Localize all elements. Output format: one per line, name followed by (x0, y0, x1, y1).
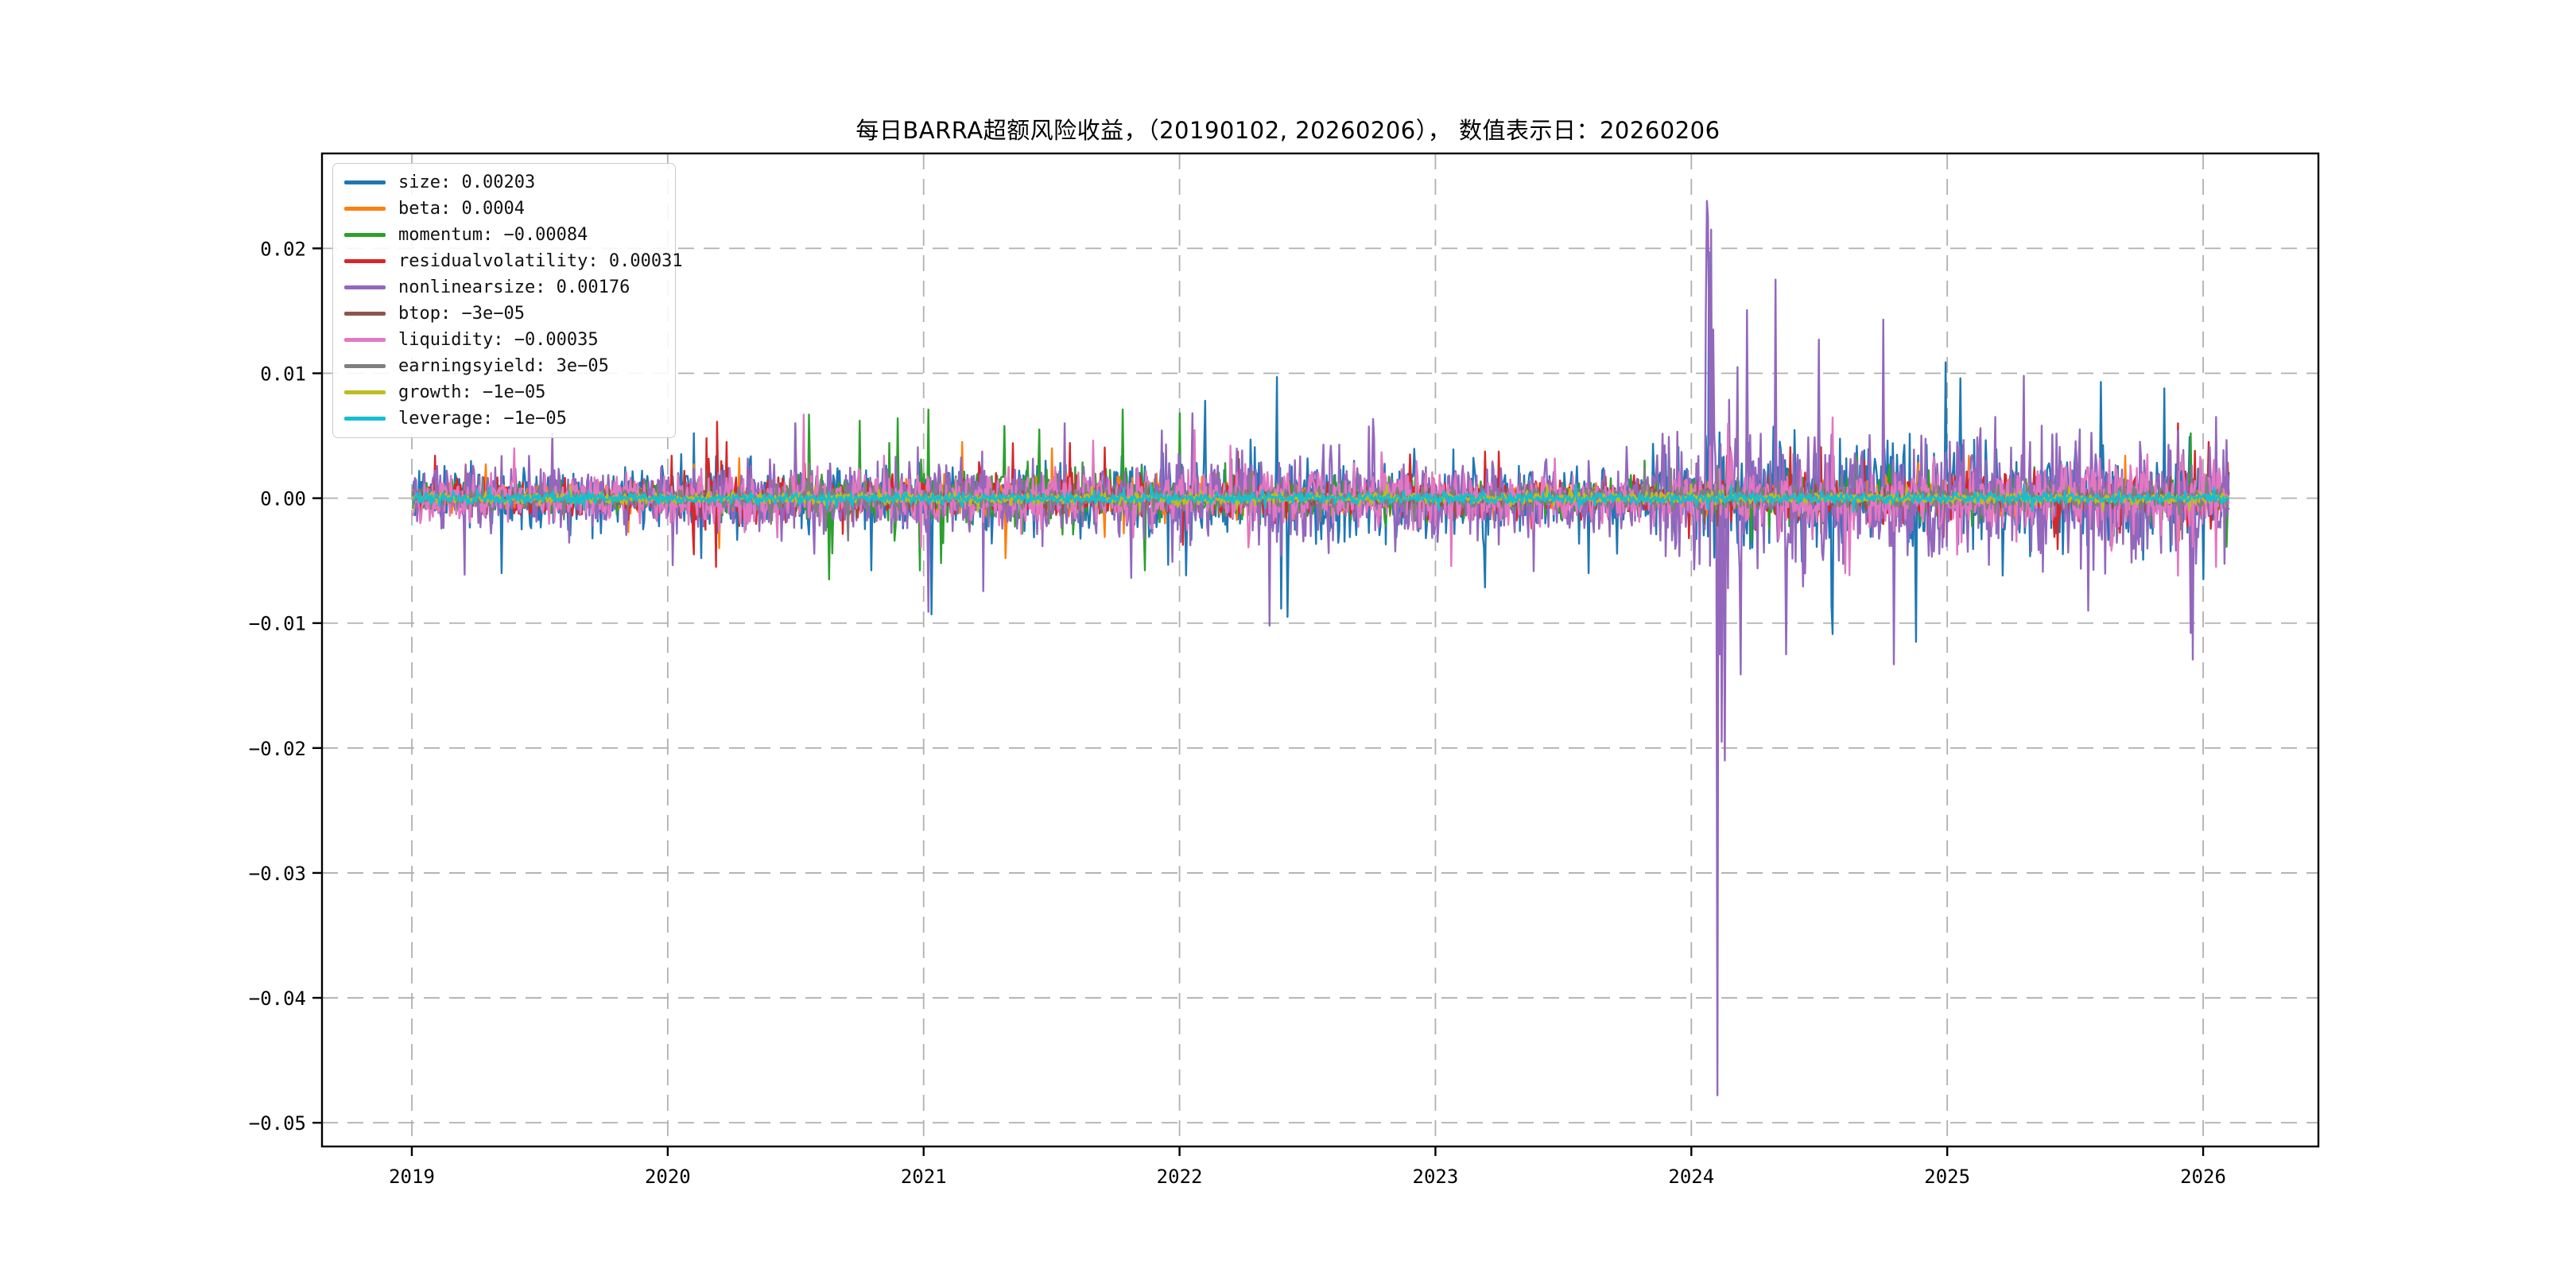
legend-item-momentum: momentum: −0.00084 (344, 223, 667, 247)
legend-item-residualvolatility: residualvolatility: 0.00031 (344, 249, 683, 274)
y-tick-label: −0.02 (249, 738, 306, 760)
legend-label: earningsyield: 3e−05 (398, 356, 609, 376)
legend-item-btop: btop: −3e−05 (344, 301, 667, 326)
legend-line-swatch (344, 233, 386, 237)
x-tick-label: 2025 (1924, 1166, 1970, 1188)
legend-item-growth: growth: −1e−05 (344, 380, 667, 405)
y-tick-label: −0.04 (249, 987, 306, 1010)
series-lines (412, 200, 2230, 1096)
x-tick-label: 2022 (1157, 1166, 1203, 1188)
legend-line-swatch (344, 338, 386, 342)
legend-item-earningsyield: earningsyield: 3e−05 (344, 354, 667, 378)
series-line-leverage (412, 483, 2230, 513)
legend-label: leverage: −1e−05 (398, 409, 567, 429)
legend-item-beta: beta: 0.0004 (344, 196, 667, 221)
legend-label: beta: 0.0004 (398, 199, 525, 219)
legend-item-size: size: 0.00203 (344, 170, 667, 195)
legend-label: liquidity: −0.00035 (398, 330, 599, 350)
legend-line-swatch (344, 180, 386, 184)
legend-line-swatch (344, 364, 386, 368)
legend: size: 0.00203 beta: 0.0004 momentum: −0.00… (332, 163, 683, 438)
x-tick-label: 2020 (645, 1166, 691, 1188)
legend-line-swatch (344, 417, 386, 421)
y-tick-labels: 0.02 0.01 0.00 −0.01 −0.02 −0.03 −0.04 −0.05 (249, 238, 306, 1135)
legend-label: nonlinearsize: 0.00176 (398, 277, 630, 297)
legend-line-swatch (344, 285, 386, 289)
legend-line-swatch (344, 207, 386, 211)
y-tick-label: −0.03 (249, 863, 306, 885)
x-tick-label: 2024 (1668, 1166, 1714, 1188)
x-tick-label: 2023 (1413, 1166, 1459, 1188)
axis-tick-marks (312, 247, 2205, 1156)
x-tick-label: 2019 (389, 1166, 435, 1188)
y-tick-label: 0.00 (260, 488, 306, 510)
x-tick-label: 2021 (901, 1166, 947, 1188)
y-tick-label: −0.05 (249, 1112, 306, 1135)
y-tick-label: 0.01 (260, 363, 306, 386)
legend-label: momentum: −0.00084 (398, 225, 588, 245)
legend-label: btop: −3e−05 (398, 304, 525, 324)
chart-title: 每日BARRA超额风险收益，（20190102, 20260206）， 数值表示… (855, 117, 1721, 144)
legend-line-swatch (344, 259, 386, 263)
y-tick-label: −0.01 (249, 613, 306, 635)
legend-line-swatch (344, 390, 386, 394)
y-tick-label: 0.02 (260, 238, 306, 260)
legend-label: residualvolatility: 0.00031 (398, 251, 683, 271)
legend-item-leverage: leverage: −1e−05 (344, 406, 667, 431)
legend-label: growth: −1e−05 (398, 382, 546, 402)
legend-label: size: 0.00203 (398, 173, 536, 192)
plot-border (320, 152, 2320, 1148)
legend-item-nonlinearsize: nonlinearsize: 0.00176 (344, 275, 667, 300)
x-tick-labels: 2019 2020 2021 2022 2023 2024 2025 2026 (389, 1166, 2226, 1188)
x-tick-label: 2026 (2180, 1166, 2226, 1188)
legend-line-swatch (344, 312, 386, 316)
legend-item-liquidity: liquidity: −0.00035 (344, 328, 667, 352)
series-line-nonlinearsize (412, 200, 2230, 1096)
